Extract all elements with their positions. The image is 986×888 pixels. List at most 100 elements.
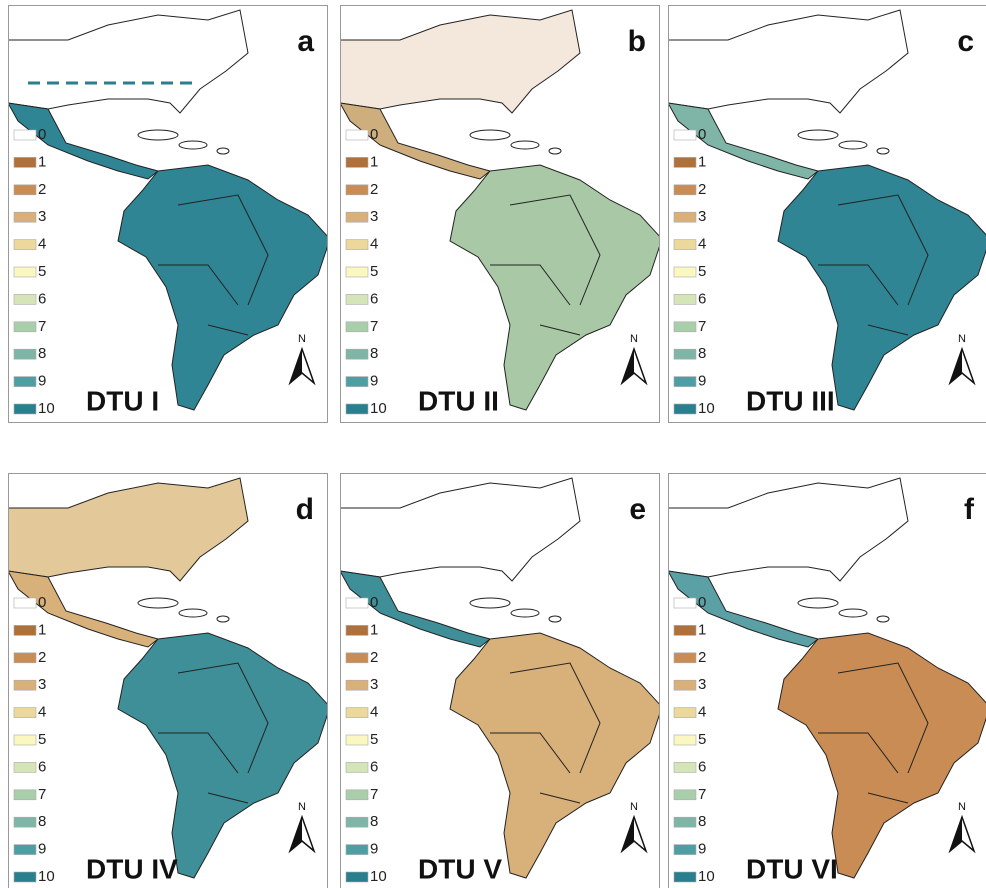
island: [877, 148, 889, 154]
legend-swatch: [346, 735, 368, 745]
legend-label: 10: [698, 868, 715, 885]
legend-swatch: [14, 735, 36, 745]
legend-label: 6: [698, 290, 706, 307]
legend-label: 9: [370, 373, 378, 390]
legend-swatch: [346, 790, 368, 800]
legend-swatch: [674, 735, 696, 745]
legend-swatch: [14, 267, 36, 277]
legend-swatch: [346, 377, 368, 387]
panel-letter: f: [964, 493, 975, 526]
dtu-label: DTU I: [86, 385, 159, 416]
legend-swatch: [346, 349, 368, 359]
legend-label: 7: [370, 786, 378, 803]
island: [217, 148, 229, 154]
legend-swatch: [346, 817, 368, 827]
legend-label: 3: [38, 208, 46, 225]
legend-swatch: [674, 185, 696, 195]
legend-swatch: [346, 185, 368, 195]
legend-swatch: [14, 185, 36, 195]
panel-letter: e: [629, 493, 646, 526]
legend-label: 1: [38, 621, 46, 638]
legend-label: 10: [370, 400, 387, 417]
legend-label: 5: [370, 731, 378, 748]
legend-swatch: [674, 404, 696, 414]
legend-swatch: [674, 322, 696, 332]
legend-swatch: [14, 294, 36, 304]
north-label: N: [630, 333, 638, 345]
legend-label: 3: [698, 208, 706, 225]
island: [877, 616, 889, 622]
legend-label: 9: [38, 841, 46, 858]
legend-label: 8: [370, 345, 378, 362]
legend-swatch: [674, 790, 696, 800]
island: [511, 141, 539, 149]
north-label: N: [630, 801, 638, 813]
legend-swatch: [674, 130, 696, 140]
legend-label: 6: [370, 758, 378, 775]
legend-label: 0: [370, 594, 378, 611]
island: [179, 141, 207, 149]
island: [549, 616, 561, 622]
island: [798, 130, 838, 140]
legend-swatch: [346, 294, 368, 304]
legend-label: 5: [38, 731, 46, 748]
legend-label: 4: [698, 704, 706, 721]
dtu-label: DTU IV: [86, 853, 178, 884]
map-area: [340, 473, 662, 888]
island: [839, 141, 867, 149]
dtu-label: DTU VI: [746, 853, 838, 884]
legend-swatch: [674, 653, 696, 663]
legend-swatch: [674, 680, 696, 690]
panel-letter: d: [296, 493, 314, 526]
legend-swatch: [14, 240, 36, 250]
legend-swatch: [14, 625, 36, 635]
legend-label: 6: [38, 290, 46, 307]
legend-label: 4: [370, 704, 378, 721]
legend-label: 0: [38, 126, 46, 143]
north-label: N: [298, 801, 306, 813]
legend-swatch: [674, 598, 696, 608]
legend-swatch: [346, 404, 368, 414]
legend-swatch: [346, 762, 368, 772]
panel-letter: c: [957, 25, 974, 58]
legend-label: 4: [370, 236, 378, 253]
legend-swatch: [14, 762, 36, 772]
legend-swatch: [674, 212, 696, 222]
legend-swatch: [14, 653, 36, 663]
legend-label: 2: [370, 649, 378, 666]
legend-swatch: [14, 817, 36, 827]
legend-label: 10: [370, 868, 387, 885]
legend-label: 9: [370, 841, 378, 858]
island: [217, 616, 229, 622]
panel-letter: b: [628, 25, 646, 58]
legend-swatch: [14, 790, 36, 800]
legend-label: 3: [698, 676, 706, 693]
legend-label: 3: [370, 208, 378, 225]
legend-swatch: [346, 653, 368, 663]
legend-swatch: [674, 845, 696, 855]
legend-label: 1: [370, 153, 378, 170]
legend-swatch: [14, 404, 36, 414]
legend-swatch: [674, 349, 696, 359]
dtu-label: DTU V: [418, 853, 502, 884]
dtu-label: DTU II: [418, 385, 499, 416]
map-area: [8, 473, 330, 888]
legend-swatch: [674, 708, 696, 718]
north-label: N: [298, 333, 306, 345]
legend-label: 10: [38, 400, 55, 417]
island: [470, 598, 510, 608]
legend-label: 2: [698, 649, 706, 666]
legend-label: 7: [370, 318, 378, 335]
legend-swatch: [674, 817, 696, 827]
legend-label: 2: [38, 649, 46, 666]
island: [549, 148, 561, 154]
legend-label: 0: [698, 126, 706, 143]
legend-label: 2: [698, 181, 706, 198]
legend-label: 10: [38, 868, 55, 885]
legend-swatch: [14, 212, 36, 222]
legend-swatch: [14, 598, 36, 608]
legend-label: 1: [698, 621, 706, 638]
map-area: [340, 5, 662, 423]
